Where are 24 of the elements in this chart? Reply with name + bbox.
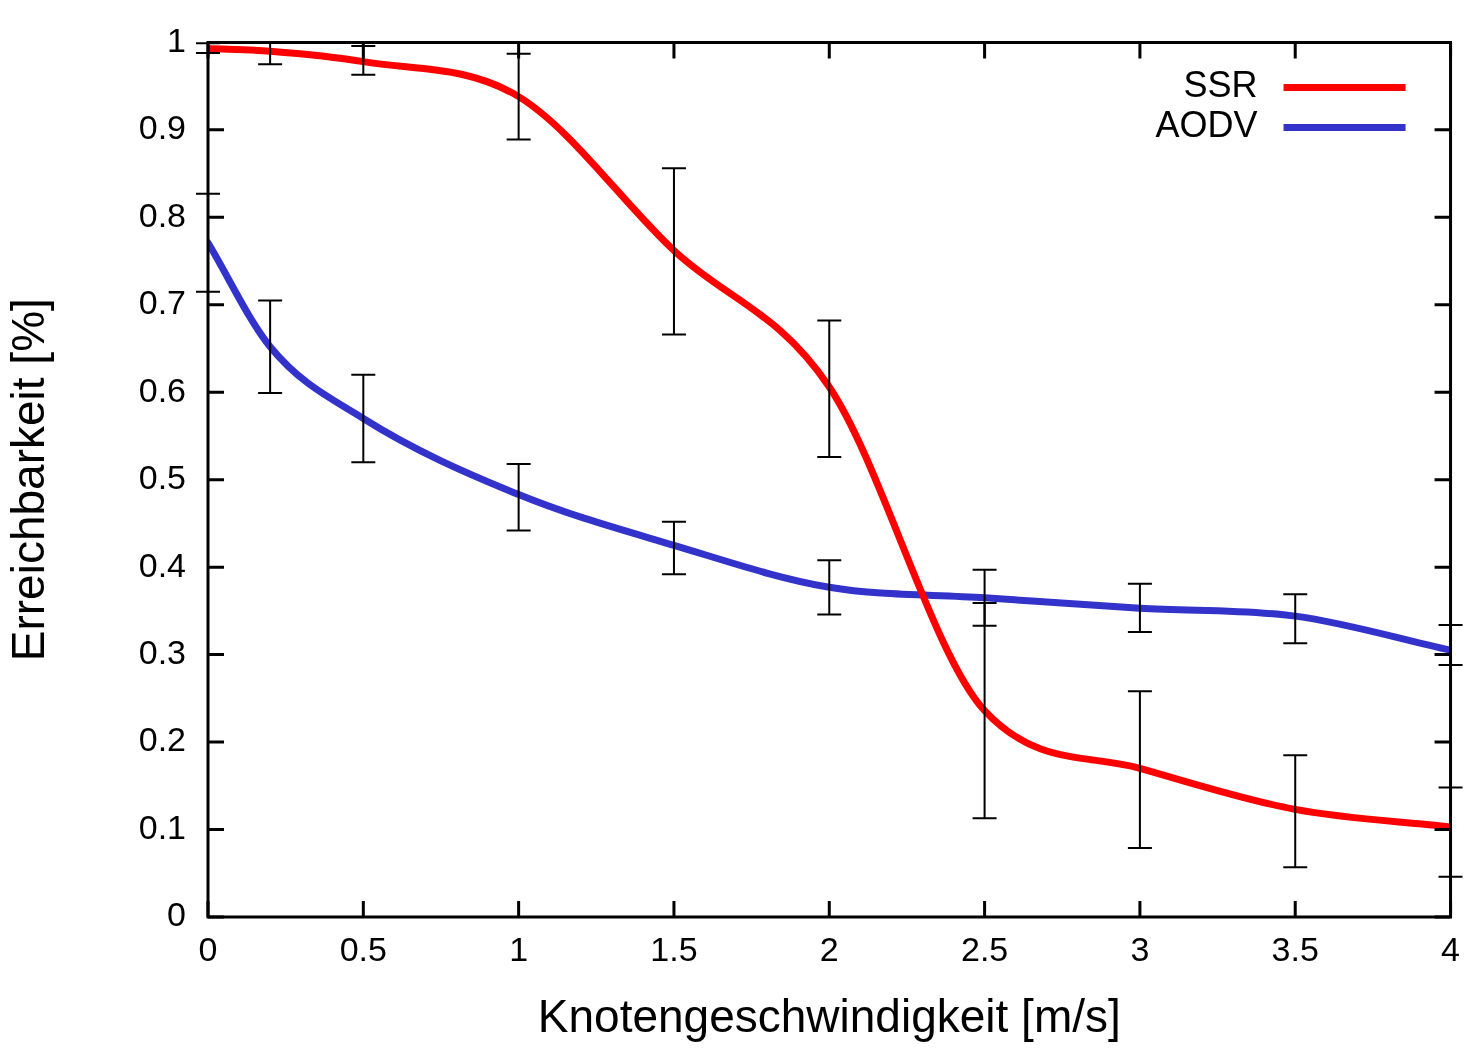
x-tick-label: 2	[819, 929, 839, 968]
y-tick-label: 0.4	[138, 545, 186, 584]
y-tick-label: 0.3	[138, 632, 186, 671]
legend-label: AODV	[1155, 104, 1258, 146]
y-tick-label: 0.8	[138, 195, 186, 234]
legend-label: SSR	[1183, 64, 1258, 106]
y-tick-label: 0.2	[138, 720, 186, 759]
x-tick-label: 4	[1441, 929, 1461, 968]
y-tick-label: 0.1	[138, 807, 186, 846]
y-tick-label: 0.6	[138, 370, 186, 409]
y-tick-label: 0.7	[138, 283, 186, 322]
y-tick-label: 0.5	[138, 458, 186, 497]
x-tick-label: 0	[198, 929, 218, 968]
x-tick-label: 0.5	[339, 929, 387, 968]
x-axis-title: Knotengeschwindigkeit [m/s]	[537, 990, 1121, 1043]
x-tick-label: 3.5	[1271, 929, 1319, 968]
x-tick-label: 1	[509, 929, 529, 968]
y-tick-label: 1	[167, 20, 186, 59]
y-tick-label: 0.9	[138, 108, 186, 147]
x-tick-label: 1.5	[650, 929, 698, 968]
x-tick-label: 3	[1130, 929, 1150, 968]
x-tick-label: 2.5	[960, 929, 1009, 968]
y-tick-label: 0	[167, 895, 186, 934]
y-axis-title: Erreichbarkeit [%]	[2, 298, 55, 662]
